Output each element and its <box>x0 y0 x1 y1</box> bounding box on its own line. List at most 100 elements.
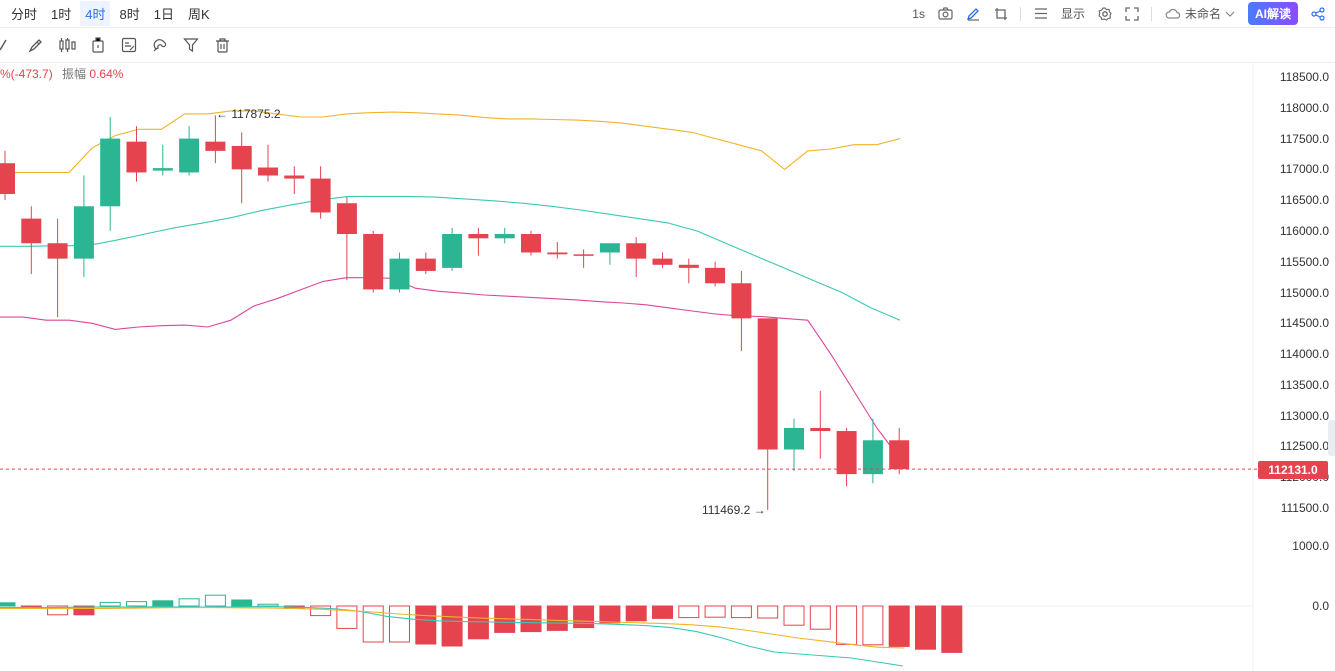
candle-body <box>152 168 173 171</box>
macd-bar <box>836 605 858 645</box>
tab-timeshare[interactable]: 分时 <box>11 7 38 22</box>
brush-icon[interactable] <box>27 36 45 54</box>
candle-body <box>652 258 673 265</box>
candle-body <box>363 234 384 290</box>
price-chart[interactable] <box>0 62 1335 671</box>
candle-body <box>231 145 252 170</box>
candle-body <box>862 440 883 475</box>
fullscreen-icon[interactable] <box>1125 6 1139 21</box>
ai-interpret-button[interactable]: AI解读 <box>1247 2 1298 25</box>
candle-body <box>784 427 804 450</box>
ohlc-info-line: %(-473.7) 振幅 0.64% <box>0 65 123 82</box>
macd-bar <box>441 605 463 647</box>
cloud-layout-select[interactable]: 未命名 <box>1165 5 1235 22</box>
macd-bar <box>678 605 700 619</box>
price-axis-label: 112500.0 <box>1279 439 1329 454</box>
candle-body <box>757 318 778 450</box>
measure-icon[interactable] <box>89 36 107 54</box>
candle-body <box>836 431 857 475</box>
macd-bar <box>231 599 253 607</box>
macd-bar <box>625 605 647 622</box>
macd-bar <box>888 605 910 647</box>
macd-bar <box>99 601 121 607</box>
crop-icon[interactable] <box>994 7 1008 21</box>
price-axis-label: 116500.0 <box>1279 193 1329 208</box>
price-axis-label: 117500.0 <box>1279 131 1329 146</box>
tab-1h[interactable]: 1时 <box>51 7 72 22</box>
layout-name: 未命名 <box>1184 7 1221 21</box>
high-value: 117875.2 <box>231 107 281 121</box>
candle-body <box>468 234 489 239</box>
tab-4h[interactable]: 4时 <box>80 1 111 26</box>
trash-icon[interactable] <box>213 36 231 54</box>
candle-body <box>731 283 752 319</box>
share-icon[interactable] <box>1311 6 1325 21</box>
macd-bar <box>310 605 332 617</box>
macd-bar <box>0 602 16 607</box>
camera-icon[interactable] <box>938 7 953 20</box>
candle-body <box>389 258 410 290</box>
divider <box>1019 6 1021 21</box>
price-axis-label: 114000.0 <box>1279 347 1329 362</box>
candle-body <box>205 141 226 151</box>
candle-body <box>310 178 331 213</box>
macd-bar <box>73 605 95 616</box>
change-text: %(-473.7) <box>0 67 53 81</box>
low-annotation: 111469.2 → <box>702 503 766 517</box>
tab-1d[interactable]: 1日 <box>153 7 174 22</box>
indicator-axis-top: 1000.0 <box>1292 539 1329 553</box>
candle-body <box>626 243 647 259</box>
macd-bar <box>415 605 437 645</box>
macd-bar <box>862 605 884 646</box>
price-axis-label: 116000.0 <box>1279 223 1329 238</box>
macd-bar <box>783 605 805 626</box>
timeframe-tabs: 分时 1时 4时 8时 1日 周K <box>6 0 219 27</box>
divider <box>1150 6 1152 21</box>
pen-icon[interactable] <box>966 7 981 21</box>
macd-bar <box>599 605 621 624</box>
amplitude-value: 0.64% <box>89 67 124 81</box>
candle-body <box>521 234 541 253</box>
gear-icon[interactable] <box>1098 6 1112 21</box>
candle-body <box>442 234 463 268</box>
candle-body <box>258 167 278 176</box>
candle-body <box>547 252 568 255</box>
interval-select[interactable]: 1s <box>912 6 925 21</box>
right-tools: 1s 显示 未命名 AI解读 <box>899 0 1325 27</box>
macd-bar <box>389 605 410 643</box>
candlestick-icon[interactable] <box>58 36 76 54</box>
price-axis-label: 118000.0 <box>1279 100 1329 115</box>
price-axis-label: 117000.0 <box>1279 162 1329 177</box>
macd-bar <box>520 605 542 633</box>
low-value: 111469.2 <box>702 503 751 517</box>
macd-bar <box>704 605 726 618</box>
line-tool-icon[interactable] <box>0 36 14 54</box>
filter-icon[interactable] <box>182 36 200 54</box>
last-price-tag: 112131.0 <box>1258 461 1328 479</box>
macd-bar <box>941 605 963 653</box>
candle-body <box>494 234 515 239</box>
display-button[interactable]: 显示 <box>1060 7 1085 21</box>
amplitude-label: 振幅 <box>62 67 87 81</box>
price-axis-label: 118500.0 <box>1279 70 1329 84</box>
price-axis-label: 113500.0 <box>1279 377 1329 392</box>
macd-bar <box>178 598 200 607</box>
tab-weekly[interactable]: 周K <box>187 7 210 22</box>
chevron-down-icon <box>1225 11 1235 17</box>
magnet-icon[interactable] <box>151 36 169 54</box>
chart-scroll-handle[interactable] <box>1328 420 1335 456</box>
price-axis-label: 113000.0 <box>1279 408 1329 423</box>
list-icon[interactable] <box>1034 7 1048 20</box>
macd-bar <box>915 605 936 650</box>
tab-8h[interactable]: 8时 <box>119 7 140 22</box>
top-toolbar: 分时 1时 4时 8时 1日 周K 1s 显示 未命名 <box>0 0 1335 28</box>
candle-body <box>599 243 620 253</box>
price-axis-label: 111500.0 <box>1280 501 1329 515</box>
note-icon[interactable] <box>120 36 138 54</box>
candle-body <box>889 440 910 470</box>
candle-body <box>0 163 15 194</box>
candle-body <box>47 243 68 259</box>
macd-bar <box>152 600 174 607</box>
macd-bar <box>362 605 384 643</box>
price-axis-label: 115000.0 <box>1279 285 1329 300</box>
